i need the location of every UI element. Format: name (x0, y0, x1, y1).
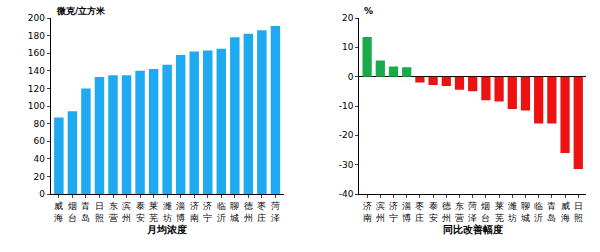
svg-text:聊城: 聊城 (520, 201, 530, 223)
svg-text:-10: -10 (339, 101, 354, 111)
svg-text:%: % (364, 6, 373, 16)
svg-text:淄博: 淄博 (402, 201, 411, 223)
svg-text:德州: 德州 (442, 201, 451, 223)
svg-text:微克/立方米: 微克/立方米 (56, 6, 106, 16)
svg-text:10: 10 (342, 42, 354, 52)
svg-text:泰安: 泰安 (136, 201, 145, 223)
svg-text:聊城: 聊城 (229, 201, 239, 223)
svg-text:德州: 德州 (244, 201, 253, 223)
svg-text:140: 140 (28, 66, 45, 76)
svg-text:临沂: 临沂 (534, 201, 543, 223)
svg-text:60: 60 (33, 136, 45, 146)
svg-text:莱芜: 莱芜 (495, 201, 504, 223)
svg-text:泰安: 泰安 (429, 201, 438, 223)
svg-text:同比改善幅度: 同比改善幅度 (443, 224, 503, 235)
svg-text:潍坊: 潍坊 (507, 201, 517, 223)
svg-text:济南: 济南 (190, 201, 199, 223)
svg-text:180: 180 (28, 31, 45, 41)
svg-text:威海: 威海 (54, 201, 63, 223)
svg-text:120: 120 (28, 84, 45, 94)
svg-text:菏泽: 菏泽 (271, 201, 280, 223)
svg-text:济宁: 济宁 (203, 201, 212, 223)
svg-text:月均浓度: 月均浓度 (146, 224, 187, 235)
svg-text:-40: -40 (339, 189, 354, 199)
svg-text:青岛: 青岛 (81, 201, 90, 223)
svg-text:日照: 日照 (574, 201, 583, 223)
svg-text:东营: 东营 (109, 201, 118, 223)
svg-text:滨州: 滨州 (122, 201, 131, 223)
svg-text:济南: 济南 (363, 201, 372, 223)
svg-text:40: 40 (33, 154, 45, 164)
svg-text:80: 80 (33, 119, 45, 129)
svg-text:0: 0 (348, 72, 354, 82)
svg-text:枣庄: 枣庄 (257, 201, 266, 223)
svg-text:淄博: 淄博 (176, 201, 185, 223)
svg-text:160: 160 (28, 48, 45, 58)
svg-text:烟台: 烟台 (481, 201, 490, 223)
svg-text:菏泽: 菏泽 (468, 201, 477, 223)
svg-text:100: 100 (28, 101, 45, 111)
svg-text:潍坊: 潍坊 (162, 201, 172, 223)
svg-text:威海: 威海 (561, 201, 570, 223)
svg-text:0: 0 (39, 189, 45, 199)
svg-text:日照: 日照 (95, 201, 104, 223)
svg-text:20: 20 (342, 13, 354, 23)
svg-text:临沂: 临沂 (217, 201, 226, 223)
svg-text:-20: -20 (339, 130, 354, 140)
svg-text:济宁: 济宁 (389, 201, 398, 223)
svg-text:烟台: 烟台 (68, 201, 77, 223)
svg-text:青岛: 青岛 (547, 201, 556, 223)
svg-text:20: 20 (33, 172, 45, 182)
svg-text:滨州: 滨州 (376, 201, 385, 223)
svg-text:枣庄: 枣庄 (415, 201, 424, 223)
svg-text:200: 200 (28, 13, 45, 23)
svg-text:莱芜: 莱芜 (149, 201, 158, 223)
svg-text:-30: -30 (339, 160, 354, 170)
svg-text:东营: 东营 (455, 201, 464, 223)
